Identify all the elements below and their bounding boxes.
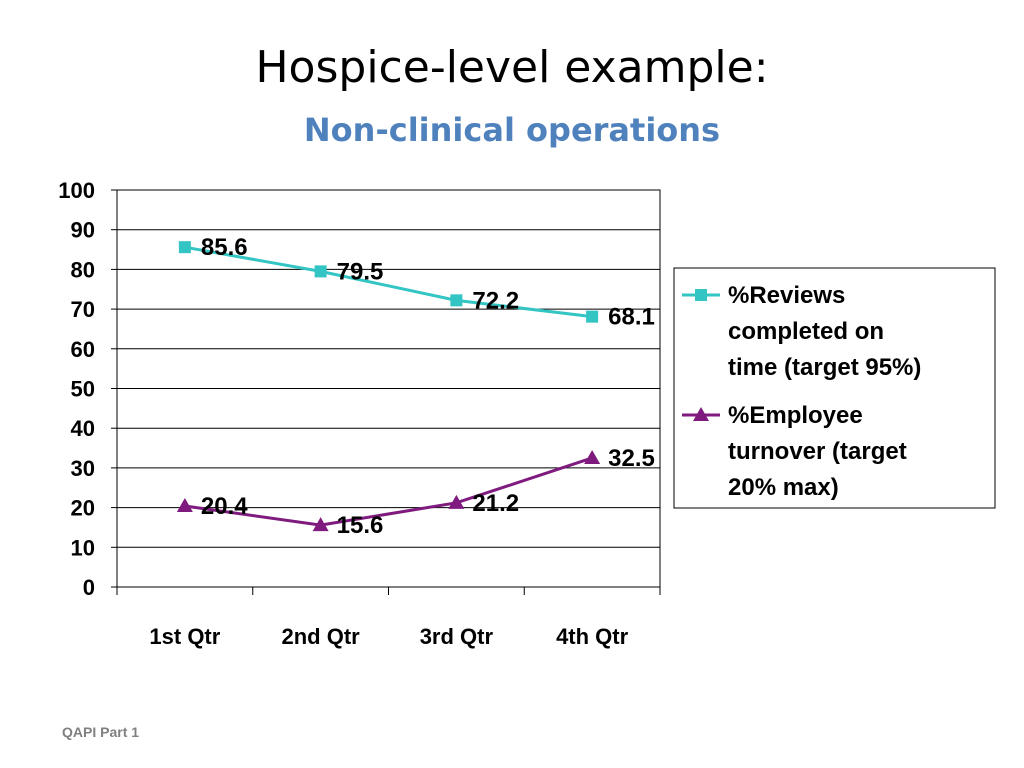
series-1-point [178, 241, 191, 254]
slide-title: Hospice-level example: [255, 42, 769, 93]
data-label: 68.1 [608, 304, 655, 331]
data-labels: 85.6 79.5 72.2 68.1 20.4 15.6 21.2 32.5 [201, 234, 655, 539]
series-lines [176, 241, 601, 532]
series-2-point [176, 498, 193, 513]
slide-subtitle: Non-clinical operations [303, 111, 721, 149]
y-tick-label: 40 [71, 416, 95, 441]
legend-label: turnover (target [728, 438, 907, 465]
data-label: 79.5 [337, 258, 384, 285]
series-1-point [586, 310, 599, 323]
line-chart: 0 10 20 30 40 50 60 70 80 90 100 1st Qtr 2nd Qtr 3rd … [58, 178, 996, 649]
series-1-point [450, 294, 463, 307]
y-tick-label: 60 [71, 337, 95, 362]
y-tick-label: 20 [71, 496, 95, 521]
legend: %Reviews completed on time (target 95%) %Em… [673, 267, 996, 509]
footer-text: QAPI Part 1 [62, 724, 140, 740]
x-tick-label: 2nd Qtr [282, 624, 361, 649]
y-tick-label: 10 [71, 535, 95, 560]
y-tick-label: 100 [58, 178, 95, 203]
y-tick-label: 30 [71, 456, 95, 481]
x-tick-label: 3rd Qtr [420, 624, 494, 649]
series-line-1 [184, 245, 593, 319]
axes: 0 10 20 30 40 50 60 70 80 90 100 1st Qtr 2nd Qtr 3rd … [58, 178, 661, 649]
y-tick-label: 90 [71, 218, 95, 243]
y-tick-label: 70 [71, 297, 95, 322]
legend-marker-1 [695, 289, 707, 301]
data-label: 15.6 [337, 512, 384, 539]
legend-label: completed on [728, 318, 884, 345]
data-label: 20.4 [201, 493, 248, 520]
gridlines [116, 189, 661, 588]
legend-box [673, 267, 996, 509]
series-2-point [312, 517, 329, 532]
x-tick-label: 4th Qtr [556, 624, 629, 649]
data-label: 32.5 [608, 445, 655, 472]
legend-label: %Reviews [728, 282, 845, 309]
series-1-point [314, 265, 327, 278]
y-tick-label: 80 [71, 257, 95, 282]
data-label: 85.6 [201, 234, 248, 261]
series-line-2 [184, 456, 593, 527]
y-tick-label: 50 [71, 377, 95, 402]
legend-label: time (target 95%) [728, 354, 921, 381]
legend-label: 20% max) [728, 474, 839, 501]
data-label: 72.2 [472, 287, 519, 314]
series-2-point [584, 449, 601, 464]
legend-marker-2 [693, 407, 709, 421]
series-2-point [448, 494, 465, 509]
y-tick-label: 0 [83, 575, 95, 600]
data-label: 21.2 [472, 490, 519, 517]
legend-label: %Employee [728, 402, 863, 429]
x-tick-label: 1st Qtr [149, 624, 220, 649]
